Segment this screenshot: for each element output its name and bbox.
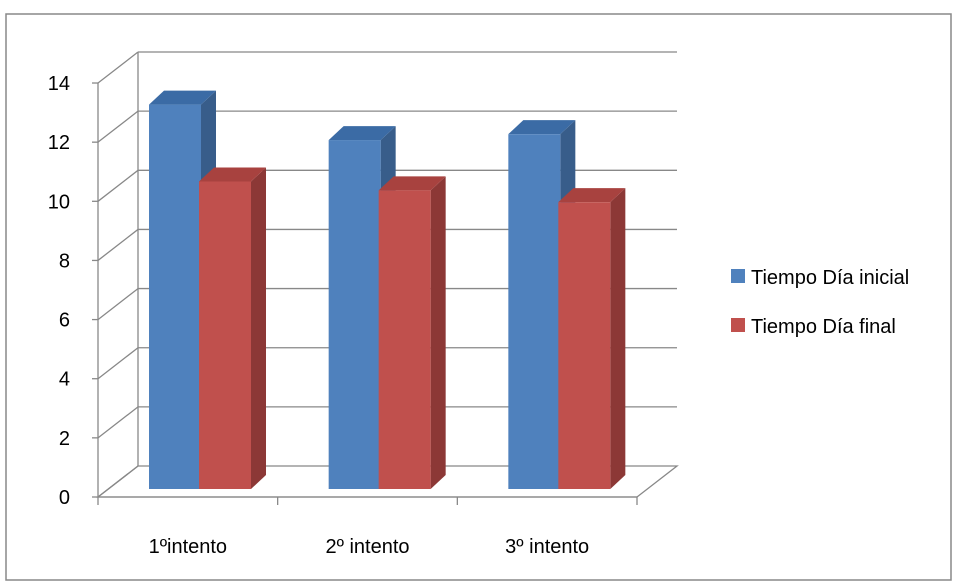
bar-top	[508, 120, 576, 135]
bar-top	[199, 167, 266, 182]
y-tick-label: 6	[59, 310, 70, 332]
gridline-depth	[97, 228, 139, 261]
x-tick-label: 1ºintento	[149, 536, 227, 558]
axis-layer: 0 2 4 6 8 10 12 14 1ºintento 2º intento 3º intento	[48, 73, 638, 558]
y-tick-label: 12	[48, 132, 70, 154]
gridline-depth	[97, 347, 139, 380]
bar-side	[610, 188, 626, 489]
gridline-depth	[97, 406, 139, 439]
legend-label: Tiempo Día inicial	[751, 267, 909, 289]
bar-front	[508, 134, 561, 489]
bar-front	[328, 140, 381, 489]
bar-front	[199, 181, 251, 490]
bar-side	[251, 167, 266, 490]
legend-swatch	[731, 269, 745, 283]
bar	[378, 176, 446, 489]
bar-front	[149, 104, 201, 489]
y-tick-label: 2	[59, 428, 70, 450]
x-tick-label: 2º intento	[325, 536, 409, 558]
bar-top	[149, 90, 216, 105]
bar-top	[558, 188, 626, 203]
bar-top	[328, 126, 396, 141]
legend-swatch	[731, 318, 745, 332]
y-tick-label: 14	[48, 73, 70, 95]
gridline-depth	[97, 288, 139, 321]
bar-side	[430, 176, 446, 489]
x-tick-label: 3º intento	[505, 536, 589, 558]
gridline-depth	[97, 169, 139, 202]
gridline-depth	[97, 110, 139, 143]
y-tick-label: 4	[59, 369, 70, 391]
bar	[558, 188, 626, 489]
legend: Tiempo Día inicial Tiempo Día final	[731, 267, 909, 338]
gridline-depth	[97, 51, 139, 84]
y-tick-label: 8	[59, 250, 70, 272]
bars-layer	[149, 90, 626, 490]
y-tick-label: 10	[48, 191, 70, 213]
y-tick-label: 0	[59, 487, 70, 509]
bar	[199, 167, 266, 490]
chart-frame	[5, 13, 952, 581]
bar-front	[378, 190, 431, 489]
bar-top	[378, 176, 446, 191]
legend-label: Tiempo Día final	[751, 316, 896, 338]
bar-front	[558, 202, 611, 489]
